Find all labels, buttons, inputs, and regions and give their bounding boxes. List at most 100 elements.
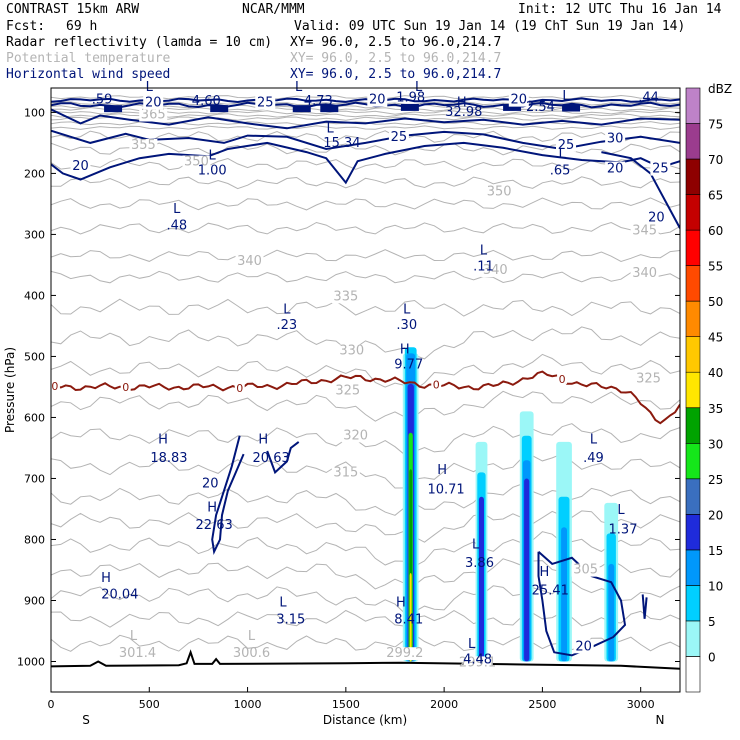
x-tick-label: 2000 [430, 698, 458, 711]
field-xy-reflectivity: XY= 96.0, 2.5 to 96.0,214.7 [290, 35, 501, 50]
colorbar-tick-label: 35 [708, 402, 723, 416]
theta-contour [51, 298, 680, 317]
theta-contour-label: 340 [483, 263, 508, 278]
wind-extremum-value: 18.83 [150, 451, 187, 466]
wind-extremum-marker: L [173, 202, 181, 217]
y-tick-label: 500 [24, 350, 45, 363]
x-tick-label: 1000 [234, 698, 262, 711]
colorbar-swatch [685, 229, 701, 266]
colorbar-tick-label: 0 [708, 650, 716, 664]
wind-extremum-value: 1.37 [609, 522, 638, 537]
jet-core-marker [104, 105, 123, 113]
theta-contour-label: 325 [636, 372, 661, 387]
colorbar-tick-label: 45 [708, 331, 723, 345]
init-time: Init: 12 UTC Thu 16 Jan 14 [518, 2, 722, 17]
freezing-level-label: 0 [51, 380, 58, 393]
wind-extremum-marker: L [326, 122, 334, 137]
wind-extremum-marker: H [437, 463, 447, 478]
freezing-label-bg [557, 372, 568, 384]
reflectivity-cell [409, 573, 412, 662]
y-tick-label: 400 [24, 289, 45, 302]
freezing-level-label: 0 [559, 373, 566, 386]
wind-extremum-marker: H [158, 433, 168, 448]
colorbar-swatch [685, 478, 701, 515]
field-xy-theta: XY= 96.0, 2.5 to 96.0,214.7 [290, 51, 501, 66]
jet-core-marker [320, 105, 339, 113]
wind-contour-label: 20 [369, 93, 386, 108]
wind-label-bg [646, 210, 667, 225]
colorbar-swatch [685, 620, 701, 657]
freezing-level-label: 0 [236, 382, 243, 395]
model-title: CONTRAST 15km ARW [6, 2, 139, 17]
theta-extremum-label: L [130, 629, 138, 644]
wind-extremum-marker: L [562, 89, 570, 104]
theta-contour-label: 320 [343, 428, 368, 443]
wind-contour [211, 435, 245, 556]
wind-extremum-marker: H [101, 571, 111, 586]
theta-contour-label: 340 [632, 266, 657, 281]
theta-label-bg [571, 563, 600, 577]
reflectivity-cell [608, 563, 615, 662]
plot-frame [50, 87, 681, 693]
theta-contour [51, 125, 680, 130]
wind-contour-label: 20 [72, 159, 89, 174]
wind-extremum-value: 32.98 [445, 105, 482, 120]
org-label: NCAR/MMM [242, 2, 305, 17]
colorbar-tick-label: 15 [708, 544, 723, 558]
wind-extremum-marker: H [400, 342, 410, 357]
theta-label-bg [634, 372, 663, 386]
reflectivity-cell [524, 478, 530, 662]
wind-label-bg [555, 137, 576, 152]
wind-contour-label: 20 [202, 476, 219, 491]
colorbar-tick-label: 40 [708, 366, 723, 380]
theta-contour-label: 345 [632, 223, 657, 238]
theta-label-bg [630, 267, 659, 281]
wind-contour-label: 25 [652, 162, 669, 177]
theta-contour-label: 365 [141, 108, 166, 123]
colorbar-swatch [685, 300, 701, 338]
wind-contour-label: 25 [391, 130, 408, 145]
colorbar-swatch [685, 158, 701, 195]
jet-core-marker [210, 105, 229, 113]
wind-extremum-marker: H [539, 565, 549, 580]
x-tick-label: 1500 [332, 698, 360, 711]
colorbar-swatch [685, 585, 701, 622]
wind-extremum-marker: L [209, 148, 217, 163]
wind-contour-label: 25 [558, 138, 575, 153]
x-tick-label: 0 [48, 698, 55, 711]
colorbar-swatch [685, 123, 701, 160]
colorbar-swatch [685, 514, 701, 551]
wind-extremum-marker: H [258, 433, 268, 448]
theta-contour-label: 350 [487, 184, 512, 199]
wind-label-bg [255, 95, 276, 110]
wind-extremum-value: 1.98 [396, 90, 425, 105]
wind-extremum-marker: L [617, 503, 625, 518]
reflectivity-shading [402, 347, 619, 662]
wind-contour-label: 20 [648, 210, 665, 225]
theta-contour-label: 305 [573, 563, 598, 578]
colorbar-swatch [685, 371, 701, 409]
wind-extremum-marker: L [472, 538, 480, 553]
wind-extremum-value: 4.73 [304, 94, 333, 109]
colorbar: 0 5 10 15 20 25 30 35 40 45 50 55 60 65 70 75 [685, 87, 723, 693]
theta-label-bg [463, 656, 492, 670]
wind-extremum-value: 9.77 [394, 358, 423, 373]
wind-extremum-marker: H [457, 95, 467, 110]
wind-contour-label: 20 [607, 162, 624, 177]
theta-contour [51, 197, 680, 211]
y-tick-label: 600 [24, 411, 45, 424]
x-tick-label: 500 [139, 698, 160, 711]
field-name-wind: Horizontal wind speed [6, 67, 170, 82]
wind-extremum-value: 20.63 [253, 451, 290, 466]
colorbar-tick-label: 65 [708, 189, 723, 203]
wind-extremum-value: 22.63 [196, 518, 233, 533]
wind-extremum-marker: L [558, 147, 566, 162]
wind-extremum-marker: H [207, 500, 217, 515]
wind-label-bg [367, 92, 388, 107]
theta-contour [51, 326, 680, 360]
wind-label-bg [605, 161, 626, 176]
colorbar-tick-label: 55 [708, 260, 723, 274]
wind-extremum-marker: L [283, 303, 291, 318]
reflectivity-cell [478, 496, 484, 662]
